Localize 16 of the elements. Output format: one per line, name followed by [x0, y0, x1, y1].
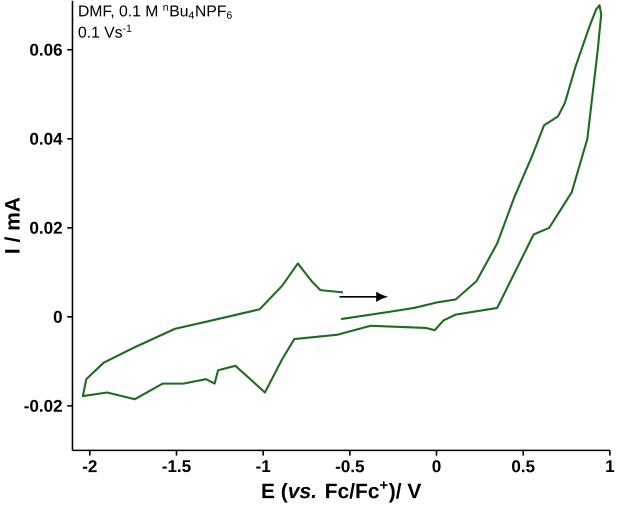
- x-tick-label: -2: [82, 460, 97, 472]
- y-axis-title: I / mA: [4, 198, 20, 253]
- x-tick-label: -0.5: [336, 460, 364, 472]
- x-tick-label: -1: [256, 460, 270, 472]
- annotation: 0.1 Vs$^{-1}$: [78, 24, 132, 38]
- y-tick-label: 0.02: [30, 222, 62, 234]
- y-tick-label: 0: [54, 310, 62, 323]
- y-tick-label: 0.04: [30, 132, 63, 145]
- y-tick-label: -0.02: [24, 400, 62, 412]
- x-tick-label: 0.5: [512, 460, 535, 472]
- x-tick-label: 1: [606, 460, 614, 472]
- annotation: DMF, 0.1 M $^{n}$Bu$_{4}$NPF$_{6}$: [79, 5, 232, 19]
- x-axis-title: E (vs. Fc/Fc$^{+}$)/ V: [262, 481, 422, 503]
- x-tick-label: 0: [432, 460, 441, 472]
- y-tick-label: 0.06: [30, 44, 62, 56]
- x-tick-label: -1.5: [162, 460, 191, 472]
